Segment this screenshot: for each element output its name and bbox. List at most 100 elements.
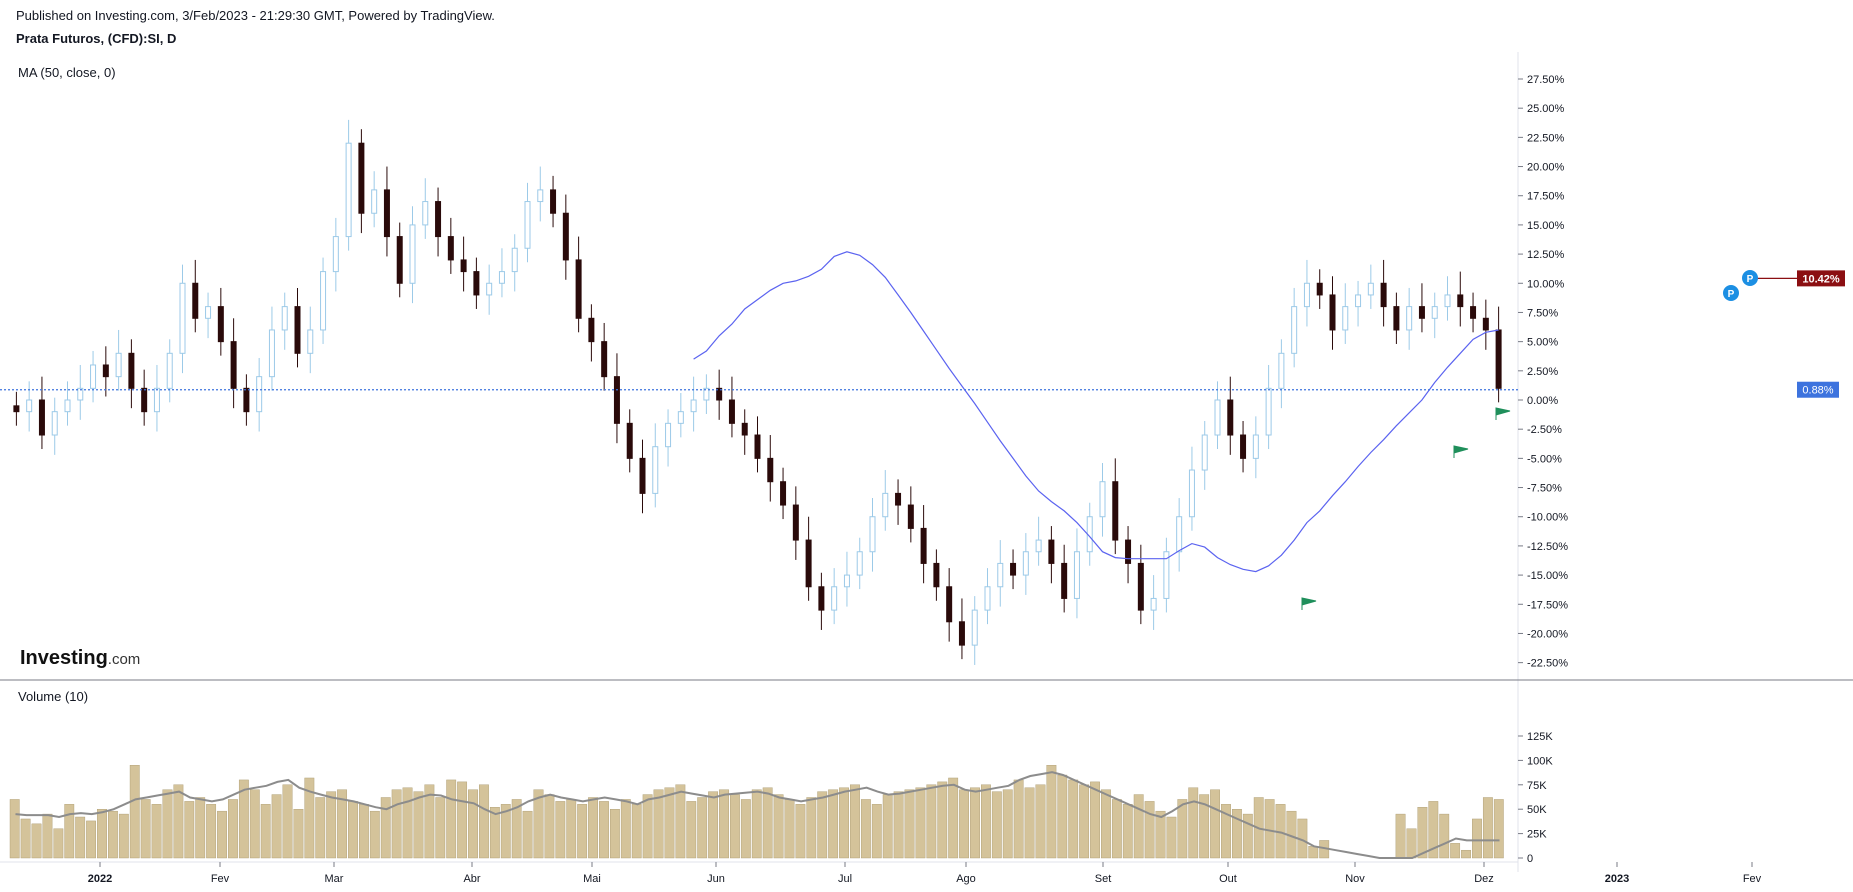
candle-body: [281, 306, 288, 331]
time-tick-label: Fev: [211, 873, 230, 885]
volume-bar: [1482, 797, 1493, 859]
event-marker-2[interactable]: P: [1742, 270, 1758, 286]
candle-body: [869, 516, 876, 553]
volume-bar: [609, 809, 620, 859]
current-value-badge: 0.88%: [1797, 381, 1839, 398]
event-marker-label: P: [1747, 274, 1754, 285]
volume-bar: [86, 820, 96, 859]
candle-body: [256, 376, 263, 413]
last-price-label: 10.42%: [1802, 273, 1840, 285]
candle-body: [1010, 562, 1017, 576]
price-tick-label: 7.50%: [1527, 307, 1558, 319]
volume-bar: [468, 789, 478, 859]
time-tick-label: Nov: [1345, 873, 1365, 885]
price-tick-label: -7.50%: [1527, 483, 1562, 495]
price-tick-label: 25.00%: [1527, 103, 1565, 115]
volume-ma-line: [15, 771, 1500, 859]
candle-body: [665, 422, 672, 448]
price-tick-label: -15.00%: [1527, 570, 1568, 582]
volume-bar: [773, 794, 784, 859]
time-tick-label: Ago: [956, 873, 976, 885]
volume-bar: [1199, 794, 1210, 859]
candle-body: [498, 271, 505, 284]
candle-body: [1125, 539, 1132, 564]
candle-body: [984, 586, 991, 611]
candle-body: [1342, 306, 1349, 331]
volume-bar: [260, 804, 271, 859]
candle-body: [1035, 539, 1042, 553]
candle-body: [1393, 306, 1400, 331]
volume-bar: [1188, 787, 1199, 859]
candle-body: [920, 527, 927, 564]
price-tick-label: -22.50%: [1527, 658, 1568, 670]
volume-bar: [1024, 787, 1035, 859]
volume-bar: [664, 787, 675, 859]
volume-bar: [762, 787, 773, 859]
volume-bar: [937, 781, 948, 859]
volume-bar: [358, 804, 369, 859]
volume-bar: [162, 789, 173, 859]
time-tick-label: Jun: [707, 873, 725, 885]
candle-body: [230, 341, 237, 389]
volume-bar: [893, 791, 904, 859]
volume-bar: [882, 794, 893, 859]
volume-bar: [1417, 807, 1428, 859]
time-tick-label: 2022: [88, 873, 112, 885]
volume-bar: [1472, 818, 1482, 859]
candle-body: [1367, 282, 1374, 296]
volume-bar: [708, 791, 719, 859]
candle-body: [1252, 434, 1259, 459]
volume-bar: [129, 765, 140, 859]
volume-bar: [904, 789, 915, 859]
volume-bar: [751, 789, 762, 859]
volume-bar: [1221, 804, 1231, 859]
price-tick-label: -17.50%: [1527, 599, 1568, 611]
volume-bar: [97, 809, 107, 859]
candle-body: [26, 399, 33, 413]
volume-bar: [75, 816, 86, 859]
time-tick-label: 2023: [1605, 873, 1629, 885]
candle-body: [831, 586, 838, 611]
volume-bar: [53, 828, 64, 859]
price-tick-label: -20.00%: [1527, 628, 1568, 640]
candle-body: [422, 201, 429, 226]
volume-bar: [369, 810, 380, 859]
candle-body: [550, 189, 557, 214]
candle-body: [1163, 551, 1170, 599]
candle-body: [907, 504, 914, 529]
candle-body: [703, 387, 710, 401]
candle-body: [447, 236, 454, 261]
event-marker-1[interactable]: P: [1723, 285, 1739, 301]
volume-bar: [489, 807, 500, 859]
candle-body: [1214, 399, 1221, 436]
volume-bar: [446, 779, 457, 859]
volume-bar: [1177, 799, 1188, 859]
price-tick-label: 0.00%: [1527, 395, 1558, 407]
time-tick-label: Abr: [463, 873, 480, 885]
candle-body: [741, 422, 748, 436]
candle-body: [64, 399, 71, 413]
candle-body: [1048, 539, 1055, 564]
volume-bar: [326, 791, 337, 859]
volume-bar: [184, 801, 195, 859]
volume-bar: [1166, 816, 1177, 859]
volume-bar: [1079, 784, 1090, 859]
volume-bar: [140, 799, 151, 859]
volume-bar: [1002, 789, 1013, 859]
candle-body: [13, 405, 20, 413]
candle-body: [1316, 282, 1323, 296]
candle-body: [166, 352, 173, 389]
candle-body: [320, 271, 327, 331]
candle-body: [38, 399, 45, 436]
candle-body: [51, 411, 58, 436]
volume-bar: [926, 784, 937, 859]
price-tick-label: -10.00%: [1527, 512, 1568, 524]
volume-bar: [642, 794, 653, 859]
last-price-badge: 10.42%: [1797, 270, 1845, 287]
volume-bar: [479, 784, 489, 859]
candle-body: [613, 376, 620, 424]
candle-body: [1431, 306, 1438, 319]
candle-body: [153, 387, 160, 413]
volume-bar: [1035, 784, 1046, 859]
